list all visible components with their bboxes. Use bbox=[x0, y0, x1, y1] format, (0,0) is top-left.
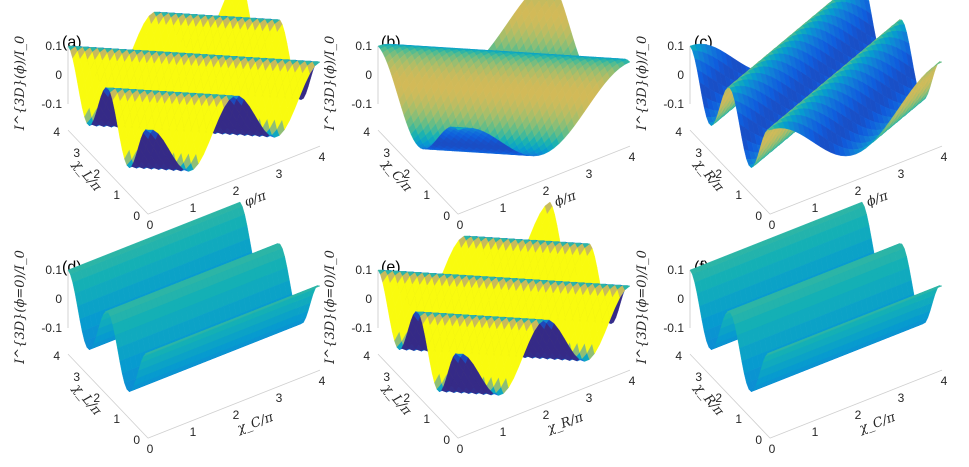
y-tick-label: 1 bbox=[423, 412, 430, 426]
y-tick-label: 4 bbox=[363, 349, 370, 363]
z-tick-label: 0 bbox=[55, 68, 62, 82]
y-tick-label: 2 bbox=[93, 167, 100, 181]
z-tick-label: 0.1 bbox=[667, 39, 684, 53]
x-tick-label: 1 bbox=[500, 425, 507, 439]
z-tick-label: 0.1 bbox=[45, 263, 62, 277]
y-tick-label: 0 bbox=[443, 433, 450, 447]
surface-cell bbox=[622, 59, 631, 65]
panel-c: (c)0.10-0.1I^{3D}(ϕ)/I_00123401234ϕ/πχ_R… bbox=[635, 0, 948, 232]
y-axis-line bbox=[377, 129, 459, 215]
z-tick-label: -0.1 bbox=[41, 97, 62, 111]
z-tick-label: 0.1 bbox=[355, 263, 372, 277]
y-tick-label: 4 bbox=[53, 349, 60, 363]
x-tick-label: 0 bbox=[769, 218, 776, 232]
x-tick-label: 1 bbox=[812, 201, 819, 215]
surface-cell bbox=[311, 285, 321, 289]
panel-e: (e)0.10-0.1I^{3D}(ϕ=0)/I_00123401234χ_R/… bbox=[323, 201, 636, 456]
x-tick-label: 0 bbox=[457, 218, 464, 232]
y-tick-label: 0 bbox=[133, 209, 140, 223]
x-axis-line bbox=[769, 145, 943, 215]
x-axis-line bbox=[147, 369, 321, 439]
z-axis-label: I^{3D}(ϕ)/I_0 bbox=[323, 36, 338, 132]
y-tick-label: 4 bbox=[363, 125, 370, 139]
y-tick-label: 3 bbox=[695, 146, 702, 160]
y-tick-label: 1 bbox=[735, 188, 742, 202]
x-tick-label: 3 bbox=[276, 391, 283, 405]
surface-cell bbox=[312, 61, 321, 67]
surface-mesh bbox=[67, 201, 321, 392]
x-axis-line bbox=[457, 145, 631, 215]
x-tick-label: 4 bbox=[629, 374, 636, 388]
y-tick-label: 4 bbox=[675, 125, 682, 139]
x-tick-label: 2 bbox=[543, 184, 550, 198]
x-axis-label: ϕ/π bbox=[553, 188, 579, 210]
z-tick-label: -0.1 bbox=[351, 321, 372, 335]
z-tick-label: 0.1 bbox=[355, 39, 372, 53]
x-tick-label: 3 bbox=[586, 391, 593, 405]
surface-mesh bbox=[67, 0, 321, 172]
surface-mesh bbox=[377, 201, 631, 396]
z-axis-label: I^{3D}(ϕ)/I_0 bbox=[635, 36, 650, 132]
x-tick-label: 1 bbox=[500, 201, 507, 215]
y-tick-label: 1 bbox=[113, 412, 120, 426]
z-tick-label: -0.1 bbox=[663, 97, 684, 111]
y-tick-label: 1 bbox=[113, 188, 120, 202]
y-tick-label: 3 bbox=[73, 146, 80, 160]
z-axis-label: I^{3D}(ϕ=0)/I_0 bbox=[13, 250, 28, 365]
panel-d: (d)0.10-0.1I^{3D}(ϕ=0)/I_00123401234χ_C/… bbox=[13, 201, 326, 456]
z-tick-label: 0 bbox=[677, 68, 684, 82]
x-tick-label: 2 bbox=[543, 408, 550, 422]
panel-a: (a)0.10-0.1I^{3D}(ϕ)/I_00123401234φ/πχ_L… bbox=[13, 0, 326, 232]
surface-mesh bbox=[377, 0, 631, 157]
x-tick-label: 0 bbox=[457, 442, 464, 456]
x-tick-label: 2 bbox=[233, 408, 240, 422]
y-tick-label: 1 bbox=[423, 188, 430, 202]
x-tick-label: 4 bbox=[319, 374, 326, 388]
surface-mesh bbox=[689, 0, 943, 169]
panel-b: (b)0.10-0.1I^{3D}(ϕ)/I_00123401234ϕ/πχ_C… bbox=[323, 0, 636, 232]
x-axis-line bbox=[147, 145, 321, 215]
z-tick-label: 0 bbox=[365, 68, 372, 82]
z-tick-label: -0.1 bbox=[41, 321, 62, 335]
y-tick-label: 2 bbox=[715, 167, 722, 181]
x-axis-label: φ/π bbox=[242, 188, 268, 210]
z-tick-label: -0.1 bbox=[351, 97, 372, 111]
y-tick-label: 0 bbox=[133, 433, 140, 447]
z-tick-label: 0 bbox=[365, 292, 372, 306]
x-tick-label: 3 bbox=[586, 167, 593, 181]
x-tick-label: 4 bbox=[941, 150, 948, 164]
x-tick-label: 2 bbox=[855, 184, 862, 198]
surface-cell bbox=[934, 61, 943, 67]
y-axis-line bbox=[689, 129, 771, 215]
panels: (a)0.10-0.1I^{3D}(ϕ)/I_00123401234φ/πχ_L… bbox=[13, 0, 948, 456]
y-tick-label: 0 bbox=[755, 209, 762, 223]
x-tick-label: 3 bbox=[276, 167, 283, 181]
x-tick-label: 4 bbox=[629, 150, 636, 164]
z-tick-label: 0.1 bbox=[45, 39, 62, 53]
x-tick-label: 3 bbox=[898, 167, 905, 181]
y-tick-label: 3 bbox=[383, 146, 390, 160]
z-tick-label: 0 bbox=[55, 292, 62, 306]
x-tick-label: 4 bbox=[319, 150, 326, 164]
z-axis-label: I^{3D}(ϕ=0)/I_0 bbox=[323, 250, 338, 365]
y-tick-label: 4 bbox=[53, 125, 60, 139]
x-tick-label: 0 bbox=[147, 218, 154, 232]
y-axis-line bbox=[67, 129, 149, 215]
x-axis-label: χ_C/π bbox=[234, 410, 276, 437]
y-tick-label: 2 bbox=[403, 167, 410, 181]
x-axis-label: χ_R/π bbox=[544, 410, 585, 437]
x-tick-label: 0 bbox=[147, 442, 154, 456]
x-axis-label: ϕ/π bbox=[865, 188, 891, 210]
y-tick-label: 0 bbox=[443, 209, 450, 223]
z-axis-label: I^{3D}(ϕ)/I_0 bbox=[13, 36, 28, 132]
x-tick-label: 1 bbox=[190, 201, 197, 215]
x-tick-label: 2 bbox=[233, 184, 240, 198]
x-tick-label: 1 bbox=[190, 425, 197, 439]
